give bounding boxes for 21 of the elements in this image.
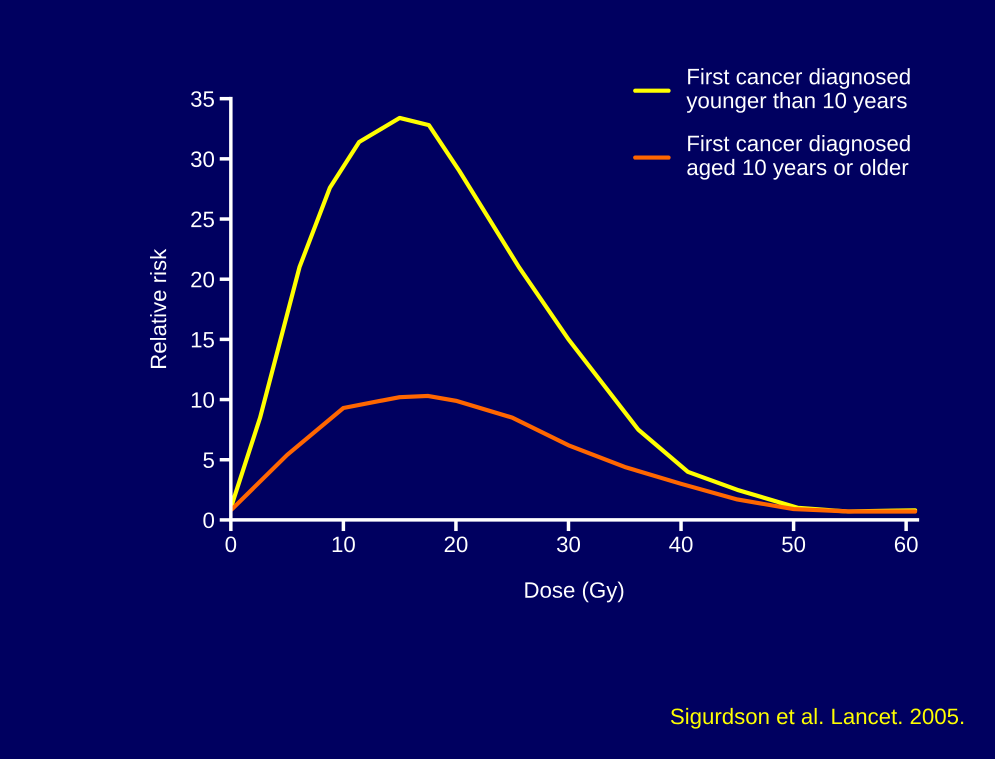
y-tick-label: 5: [203, 452, 214, 468]
y-tick-label: 0: [203, 512, 214, 528]
legend-label: First cancer diagnosed younger than 10 years: [686, 68, 910, 113]
y-tick-label: 15: [192, 332, 214, 348]
y-tick-label: 25: [191, 212, 214, 228]
x-tick-label: 30: [556, 536, 580, 552]
legend-label: First cancer diagnosed aged 10 years or older: [687, 134, 910, 180]
y-tick-label: 35: [191, 91, 214, 107]
text: Sigurdson et al. Lancet. 2005.: [670, 708, 964, 729]
y-tick-label: 10: [192, 392, 214, 408]
x-tick-label: 60: [894, 536, 918, 552]
x-tick-label: 20: [444, 536, 468, 552]
x-tick-label: 0: [226, 536, 236, 552]
line-series: [230, 394, 918, 514]
x-tick-label: 40: [669, 536, 693, 552]
x-tick-label: 10: [332, 536, 355, 552]
x-tick-label: 50: [782, 536, 806, 552]
x-axis-title: Dose (Gy): [525, 582, 624, 602]
y-axis-title: Relative risk: [150, 248, 166, 368]
y-tick-label: 30: [191, 151, 214, 168]
y-tick-label: 20: [191, 272, 214, 288]
